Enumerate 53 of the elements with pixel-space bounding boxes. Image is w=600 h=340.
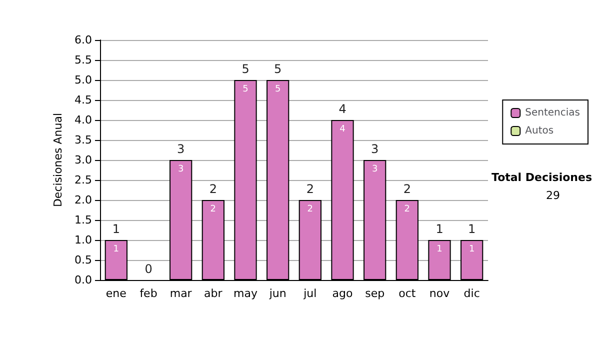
y-tick-label: 0.5 [74,254,92,266]
x-tick-label: ago [332,287,353,300]
data-label: 3 [178,164,184,174]
y-tick-label: 1.5 [74,214,92,226]
x-tick-label: oct [398,287,416,300]
x-tick-label: ene [106,287,127,300]
y-tick-label: 1.0 [74,234,92,246]
y-tick-label: 5.5 [74,54,92,66]
data-label: 4 [340,124,346,134]
x-tick-label: jun [268,287,286,300]
data-label: 1 [468,244,475,254]
legend-label: Autos [525,126,554,136]
data-label: 3 [372,164,378,174]
data-label: 2 [210,204,216,214]
x-tick-label: dic [464,287,480,300]
y-tick-label: 2.0 [74,194,92,206]
total-label: 5 [274,62,282,76]
y-tick-label: 6.0 [74,34,92,46]
total-label: 3 [371,142,379,156]
y-axis-title: Decisiones Anual [52,112,65,208]
x-tick-label: mar [170,287,192,300]
total-label: 1 [436,222,444,236]
y-tick-label: 4.0 [74,114,92,126]
x-tick-label: nov [429,287,450,300]
data-label: 1 [436,244,442,254]
text: 29 [546,189,560,202]
y-tick-label: 4.5 [74,94,92,106]
data-label: 5 [242,84,248,94]
data-label: 2 [404,204,410,214]
total-label: 2 [403,182,411,196]
y-tick-label: 2.5 [74,174,92,186]
total-label: 2 [306,182,314,196]
y-tick-label: 0.0 [74,274,92,286]
x-tick-label: abr [204,287,223,300]
total-label: 3 [177,142,185,156]
text: Total Decisiones [492,171,592,184]
total-label: 2 [209,182,217,196]
y-tick-label: 5.0 [74,74,92,86]
total-label: 0 [144,262,152,276]
legend-label: Sentencias [525,108,580,118]
data-label: 2 [307,204,314,214]
x-tick-label: jul [302,287,317,300]
y-tick-label: 3.0 [74,154,92,166]
total-label: 1 [112,222,120,236]
total-label: 5 [242,62,250,76]
total-label: 1 [468,222,476,236]
x-tick-label: feb [140,287,158,300]
x-tick-label: sep [365,287,385,300]
total-label: 4 [338,102,346,116]
data-label: 1 [113,244,120,254]
x-tick-label: may [234,287,258,300]
y-tick-label: 3.5 [74,134,92,146]
data-label: 5 [274,84,281,94]
